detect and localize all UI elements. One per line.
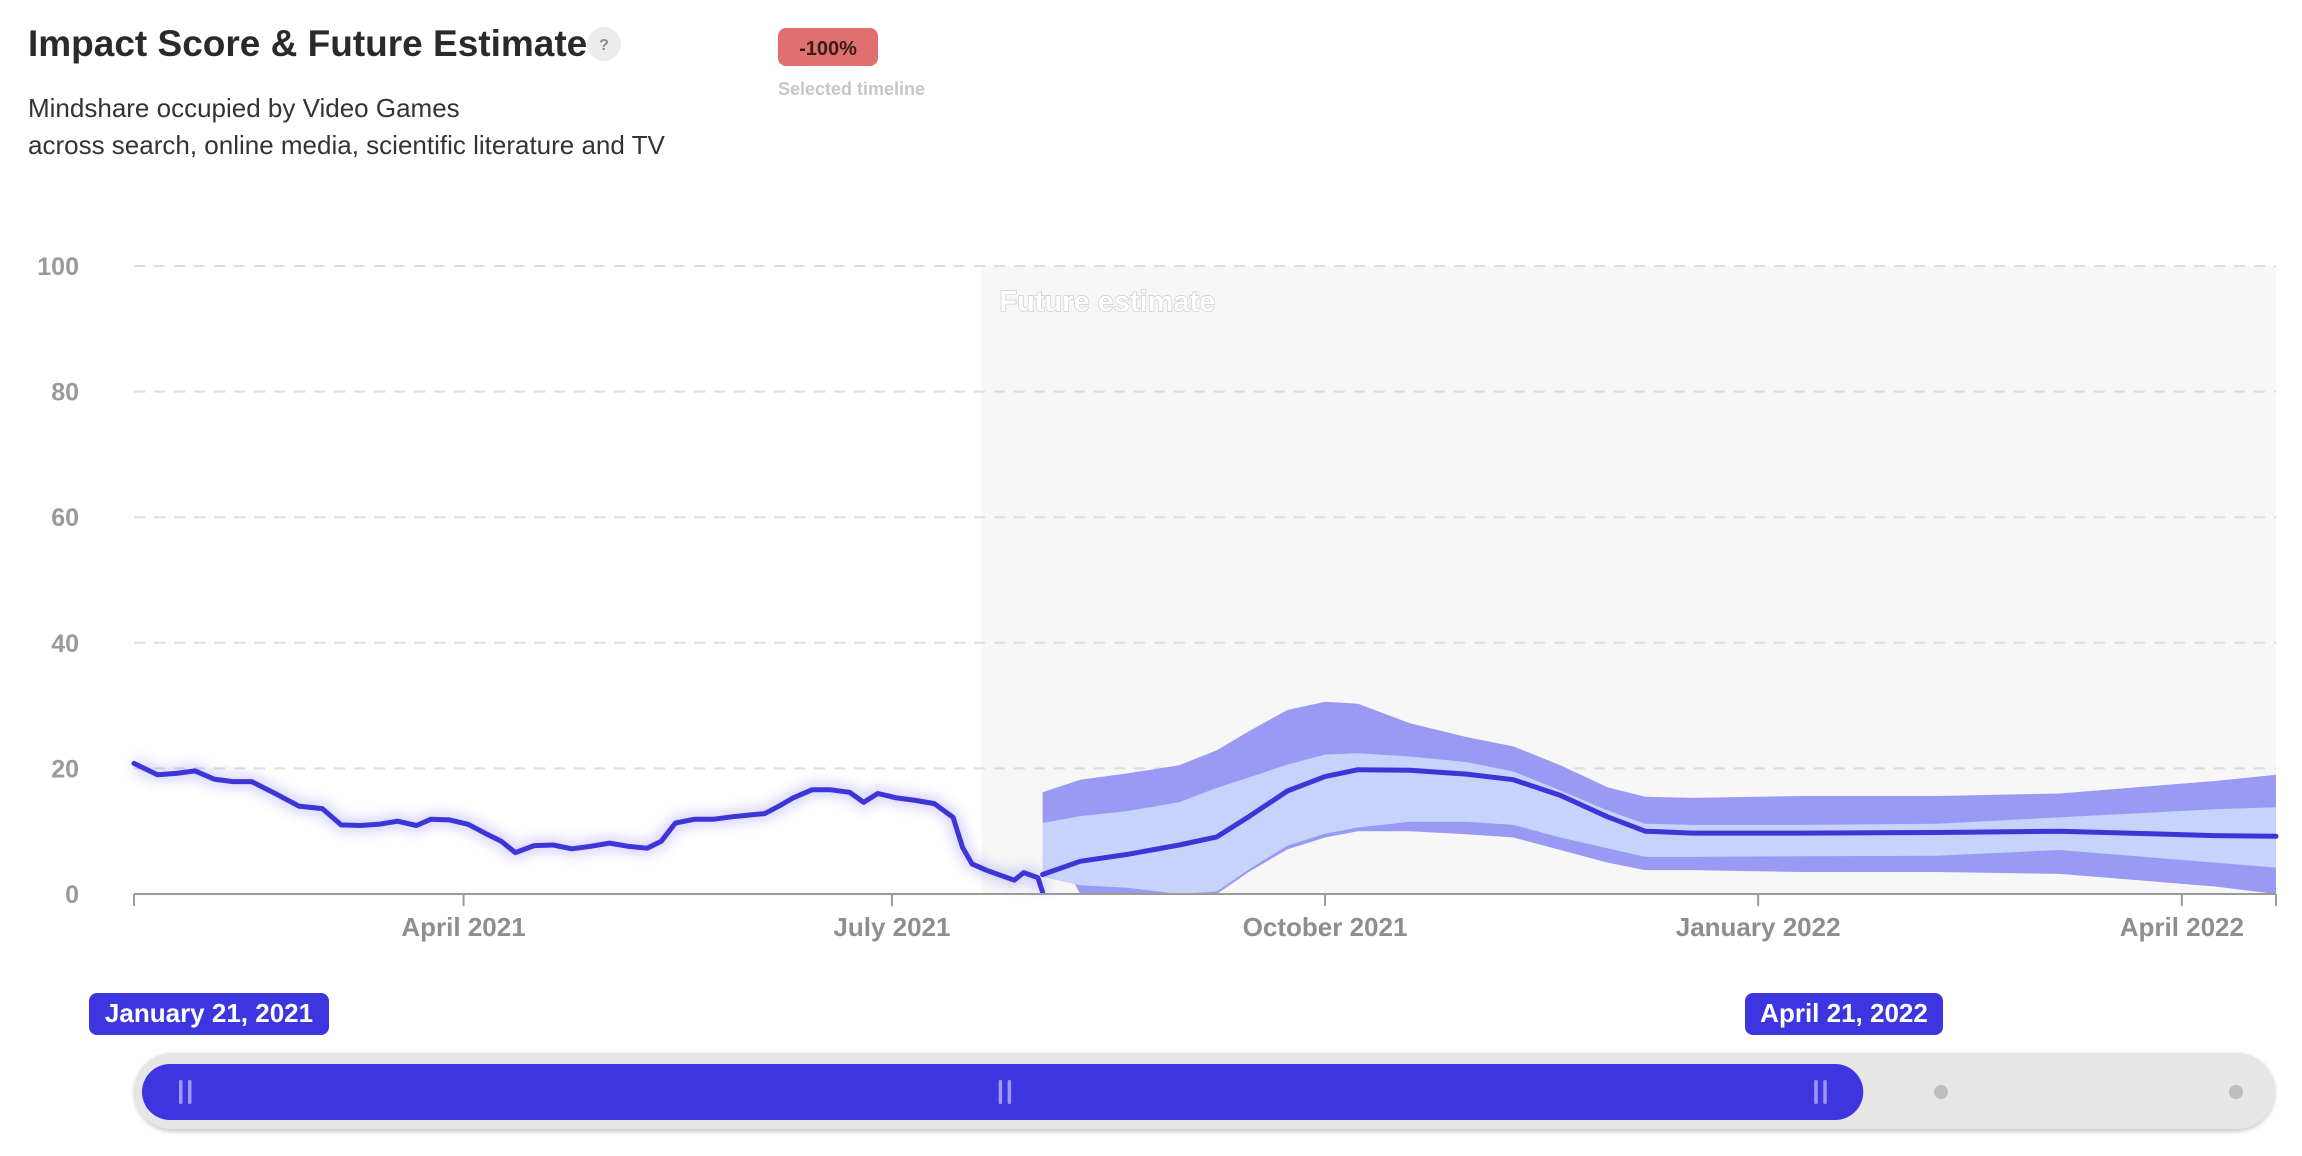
slider-handle-middle[interactable] (998, 1080, 1012, 1104)
end-date-tag (1745, 993, 1943, 1035)
x-tick-label: April 2022 (2120, 912, 2244, 942)
y-tick-label: 80 (51, 379, 79, 407)
y-axis: 0 20 40 60 80 100 (37, 253, 79, 909)
y-tick-label: 100 (37, 253, 79, 281)
slider-selected-range[interactable] (142, 1064, 1864, 1120)
y-tick-label: 40 (51, 630, 79, 658)
change-badge (778, 28, 878, 66)
x-tick-label: October 2021 (1243, 912, 1408, 942)
subtitle-line-2: across search, online media, scientific … (28, 130, 665, 160)
start-date-tag (89, 993, 329, 1035)
future-estimate-label: Future estimate (999, 286, 1215, 318)
y-tick-label: 0 (65, 881, 79, 909)
slider-handle-start[interactable] (179, 1080, 192, 1104)
slider-handle-end[interactable] (1814, 1080, 1827, 1104)
selected-timeline-caption: Selected timeline (778, 79, 925, 99)
plot-area: 0 20 40 60 80 100 Future estimate April 2021 J… (37, 253, 2279, 942)
date-range-slider[interactable]: January 21, 2021 April 21, 2022 (89, 993, 2275, 1132)
slider-dot-1[interactable] (1934, 1085, 1948, 1099)
help-icon-glyph: ? (599, 37, 609, 54)
y-tick-label: 60 (51, 504, 79, 532)
end-date-label: April 21, 2022 (1760, 998, 1928, 1028)
forecast-band-inner (1042, 753, 2276, 894)
start-date-label: January 21, 2021 (105, 998, 313, 1028)
slider-dot-2[interactable] (2229, 1085, 2243, 1099)
page-title: Impact Score & Future Estimate (28, 23, 587, 64)
x-axis: April 2021 July 2021 October 2021 January 2… (133, 894, 2277, 942)
x-tick-label: April 2021 (401, 912, 525, 942)
subtitle-line-1: Mindshare occupied by Video Games (28, 93, 460, 123)
x-tick-label: January 2022 (1676, 912, 1841, 942)
history-line-glow (130, 757, 1050, 895)
forecast-line[interactable] (1040, 767, 2279, 877)
change-badge-value: -100% (799, 38, 857, 60)
help-button[interactable]: ? (587, 27, 621, 61)
y-tick-label: 20 (51, 755, 79, 783)
x-tick-label: July 2021 (833, 912, 950, 942)
help-icon[interactable] (587, 27, 621, 61)
history-line[interactable] (131, 760, 1046, 895)
